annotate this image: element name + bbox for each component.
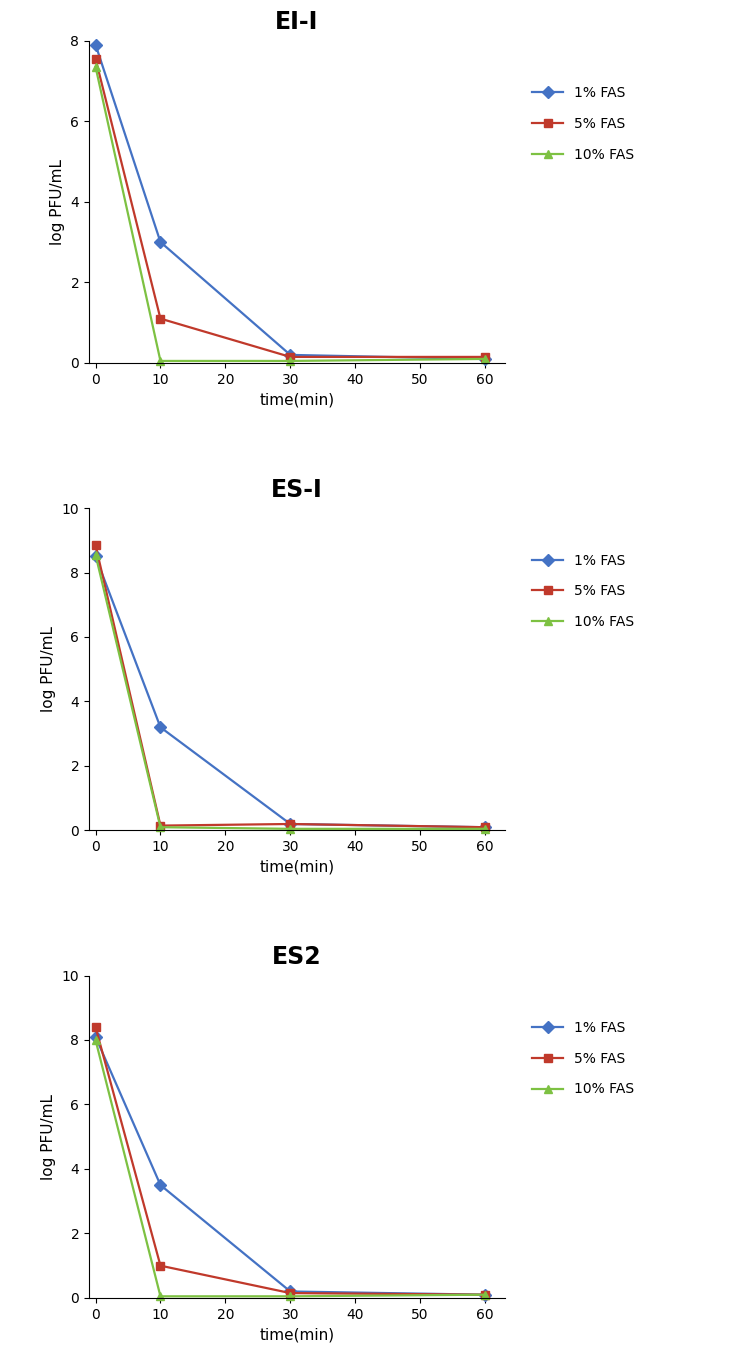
1% FAS — [481, 350, 490, 366]
5% FAS — [481, 349, 490, 365]
Y-axis label: log PFU/mL: log PFU/mL — [50, 158, 65, 245]
5% FAS — [156, 311, 165, 327]
1% FAS — [156, 719, 165, 735]
5% FAS — [91, 537, 100, 553]
1% FAS — [481, 1287, 490, 1303]
10% FAS — [91, 1032, 100, 1048]
5% FAS — [481, 819, 490, 836]
5% FAS — [91, 50, 100, 66]
10% FAS — [286, 1288, 295, 1305]
10% FAS — [156, 1288, 165, 1305]
Legend: 1% FAS, 5% FAS, 10% FAS: 1% FAS, 5% FAS, 10% FAS — [532, 1021, 634, 1096]
Title: ES2: ES2 — [272, 945, 321, 969]
Line: 1% FAS: 1% FAS — [91, 41, 489, 364]
10% FAS — [156, 353, 165, 369]
X-axis label: time(min): time(min) — [259, 392, 335, 407]
Line: 5% FAS: 5% FAS — [91, 54, 489, 361]
Line: 5% FAS: 5% FAS — [91, 1023, 489, 1299]
10% FAS — [481, 1287, 490, 1303]
5% FAS — [286, 815, 295, 831]
Title: ES-I: ES-I — [271, 477, 323, 502]
Line: 10% FAS: 10% FAS — [91, 1036, 489, 1301]
10% FAS — [91, 58, 100, 74]
1% FAS — [156, 234, 165, 250]
Line: 10% FAS: 10% FAS — [91, 550, 489, 833]
1% FAS — [156, 1178, 165, 1194]
Line: 1% FAS: 1% FAS — [91, 1033, 489, 1299]
Legend: 1% FAS, 5% FAS, 10% FAS: 1% FAS, 5% FAS, 10% FAS — [532, 554, 634, 629]
Y-axis label: log PFU/mL: log PFU/mL — [41, 626, 56, 713]
10% FAS — [481, 350, 490, 366]
5% FAS — [156, 818, 165, 834]
5% FAS — [481, 1287, 490, 1303]
Line: 1% FAS: 1% FAS — [91, 552, 489, 831]
1% FAS — [481, 819, 490, 836]
Legend: 1% FAS, 5% FAS, 10% FAS: 1% FAS, 5% FAS, 10% FAS — [532, 87, 634, 161]
5% FAS — [91, 1019, 100, 1036]
5% FAS — [156, 1257, 165, 1274]
10% FAS — [156, 819, 165, 836]
1% FAS — [91, 37, 100, 53]
Title: EI-I: EI-I — [275, 11, 318, 34]
1% FAS — [286, 346, 295, 362]
5% FAS — [286, 1284, 295, 1301]
Y-axis label: log PFU/mL: log PFU/mL — [41, 1094, 56, 1180]
X-axis label: time(min): time(min) — [259, 860, 335, 875]
1% FAS — [286, 1283, 295, 1299]
5% FAS — [286, 349, 295, 365]
Line: 10% FAS: 10% FAS — [91, 62, 489, 365]
1% FAS — [91, 549, 100, 565]
X-axis label: time(min): time(min) — [259, 1328, 335, 1343]
10% FAS — [286, 821, 295, 837]
10% FAS — [91, 546, 100, 562]
10% FAS — [286, 353, 295, 369]
10% FAS — [481, 821, 490, 837]
1% FAS — [91, 1029, 100, 1045]
1% FAS — [286, 815, 295, 831]
Line: 5% FAS: 5% FAS — [91, 541, 489, 831]
